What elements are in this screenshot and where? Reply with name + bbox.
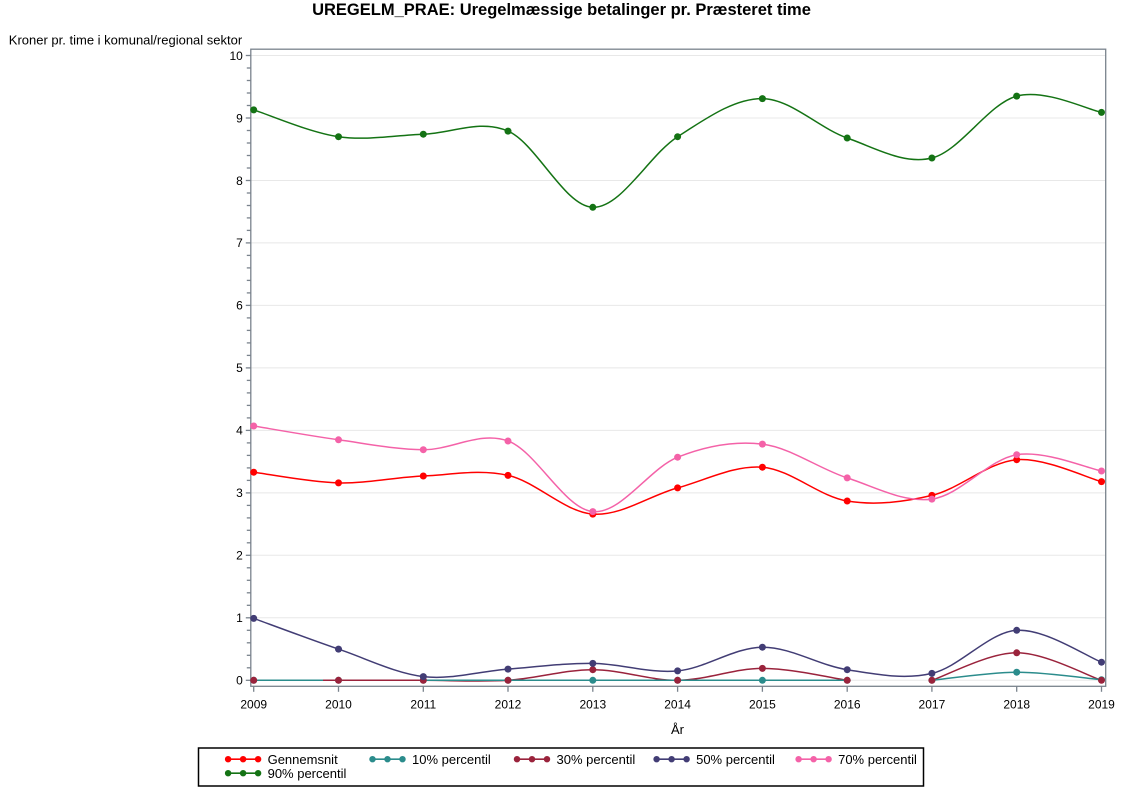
- svg-text:2018: 2018: [1003, 697, 1030, 711]
- svg-text:Gennemsnit: Gennemsnit: [268, 752, 338, 767]
- svg-text:8: 8: [236, 174, 243, 188]
- svg-text:Kroner pr. time i komunal/regi: Kroner pr. time i komunal/regional sekto…: [9, 33, 243, 48]
- svg-text:2010: 2010: [325, 697, 352, 711]
- svg-text:UREGELM_PRAE: Uregelmæssige be: UREGELM_PRAE: Uregelmæssige betalinger p…: [312, 1, 811, 19]
- svg-text:70% percentil: 70% percentil: [838, 752, 917, 767]
- svg-text:2014: 2014: [664, 697, 691, 711]
- svg-text:2016: 2016: [834, 697, 861, 711]
- svg-text:2019: 2019: [1088, 697, 1115, 711]
- svg-text:0: 0: [236, 674, 243, 688]
- svg-text:2: 2: [236, 549, 243, 563]
- svg-text:30% percentil: 30% percentil: [557, 752, 636, 767]
- svg-text:2015: 2015: [749, 697, 776, 711]
- svg-text:År: År: [671, 722, 685, 737]
- svg-text:3: 3: [236, 486, 243, 500]
- svg-text:2013: 2013: [579, 697, 606, 711]
- svg-text:10: 10: [229, 49, 243, 63]
- svg-text:2012: 2012: [495, 697, 522, 711]
- svg-text:2017: 2017: [919, 697, 946, 711]
- svg-text:9: 9: [236, 111, 243, 125]
- svg-text:6: 6: [236, 299, 243, 313]
- svg-text:90% percentil: 90% percentil: [268, 766, 347, 781]
- svg-text:50% percentil: 50% percentil: [696, 752, 775, 767]
- svg-text:1: 1: [236, 611, 243, 625]
- svg-text:10% percentil: 10% percentil: [412, 752, 491, 767]
- svg-text:2011: 2011: [410, 697, 436, 711]
- svg-text:5: 5: [236, 361, 243, 375]
- svg-text:7: 7: [236, 236, 243, 250]
- svg-text:4: 4: [236, 424, 243, 438]
- svg-text:2009: 2009: [240, 697, 267, 711]
